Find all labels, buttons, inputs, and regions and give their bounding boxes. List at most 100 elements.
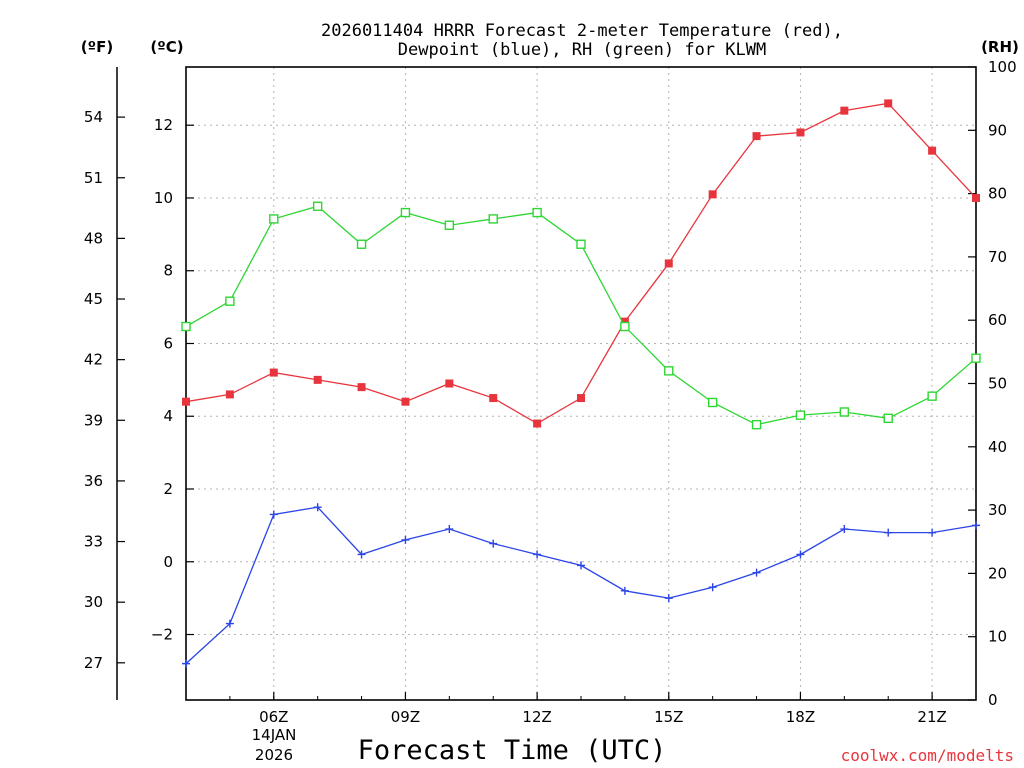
dewpoint-point (269, 510, 278, 519)
rh-point (269, 214, 279, 224)
rh-point (181, 321, 191, 332)
2-meter-temperature-point (182, 397, 190, 406)
rh-point (225, 296, 235, 306)
x-tick-label: 09Z (391, 708, 420, 726)
fahrenheit-unit-label: (ºF) (81, 38, 113, 56)
rh-point (707, 397, 718, 408)
chart-title-line-1: 2026011404 HRRR Forecast 2-meter Tempera… (321, 21, 843, 41)
2-meter-temperature-point (664, 259, 673, 268)
rh-point (664, 366, 674, 376)
celsius-tick-label: 2 (163, 480, 173, 498)
axes: −2 0 2 4 6 8 10 12 27 30 33 36 39 42 45 48 51 54 0 10 20 30 40… (84, 58, 1017, 726)
dewpoint-point (840, 525, 849, 534)
dewpoint-point (972, 521, 980, 530)
fahrenheit-tick-label: 39 (84, 411, 103, 429)
rh-tick-label: 60 (988, 311, 1007, 329)
2-meter-temperature-point (357, 383, 366, 392)
rh-line (185, 205, 977, 426)
fahrenheit-tick-label: 33 (84, 533, 103, 551)
dewpoint-point (357, 550, 366, 559)
celsius-unit-label: (ºC) (150, 38, 183, 56)
series (181, 99, 981, 668)
2-meter-temperature-point (796, 128, 805, 137)
rh-tick-label: 90 (988, 121, 1007, 139)
x-tick-label: 12Z (522, 708, 551, 726)
dewpoint-point (796, 550, 805, 559)
rh-point (400, 207, 411, 218)
date-label-year: 2026 (255, 746, 293, 764)
rh-point (927, 391, 937, 401)
rh-point (751, 419, 762, 430)
2-meter-temperature-point (752, 132, 761, 141)
celsius-tick-label: −2 (151, 626, 173, 644)
x-axis-title: Forecast Time (UTC) (358, 735, 667, 766)
rh-point (620, 321, 630, 332)
date-label-day: 14JAN (252, 726, 297, 744)
2-meter-temperature-point (533, 419, 542, 428)
x-tick-label: 18Z (786, 708, 815, 726)
rh-point (795, 410, 806, 420)
2-meter-temperature-point (225, 390, 234, 399)
rh-tick-label: 70 (988, 248, 1007, 266)
dewpoint-point (708, 583, 717, 592)
dewpoint-point (182, 659, 190, 668)
fahrenheit-tick-label: 51 (84, 169, 103, 187)
2-meter-temperature-point (313, 375, 322, 384)
fahrenheit-tick-label: 27 (84, 654, 103, 672)
2-meter-temperature-point (489, 394, 498, 403)
dewpoint-line (185, 506, 977, 665)
x-tick-label: 06Z (259, 708, 288, 726)
celsius-tick-label: 6 (163, 334, 173, 352)
rh-tick-label: 10 (988, 628, 1007, 646)
dewpoint-point (313, 503, 322, 512)
rh-point (488, 214, 498, 224)
2-meter-temperature-point (445, 379, 454, 388)
rh-tick-label: 0 (988, 691, 998, 709)
chart-title-line-2: Dewpoint (blue), RH (green) for KLWM (398, 40, 766, 60)
rh-point (576, 239, 586, 249)
dewpoint-point (401, 535, 410, 544)
2-meter-temperature-point (269, 368, 278, 377)
fahrenheit-tick-label: 54 (84, 108, 103, 126)
credit-text: coolwx.com/modelts (841, 746, 1014, 765)
rh-tick-label: 40 (988, 438, 1007, 456)
rh-point (971, 353, 981, 363)
celsius-tick-label: 10 (154, 189, 173, 207)
celsius-tick-label: 0 (163, 553, 173, 571)
plot-frame (185, 66, 977, 701)
dewpoint-point (884, 528, 893, 537)
rh-tick-label: 30 (988, 501, 1007, 519)
rh-point (312, 201, 323, 211)
2-meter-temperature-point (401, 397, 410, 406)
2-meter-temperature-line (185, 102, 977, 425)
2-meter-temperature-point (708, 190, 717, 199)
dewpoint-point (489, 539, 498, 548)
celsius-tick-label: 12 (154, 116, 173, 134)
dewpoint-point (664, 594, 673, 603)
rh-point (883, 413, 893, 424)
2-meter-temperature-point (972, 193, 980, 202)
x-tick-label: 21Z (917, 708, 946, 726)
celsius-tick-label: 4 (163, 407, 173, 425)
rh-point (356, 239, 367, 249)
dewpoint-point (577, 561, 585, 570)
rh-unit-label: (RH) (981, 38, 1019, 56)
2-meter-temperature-point (620, 317, 629, 326)
fahrenheit-tick-label: 36 (84, 472, 103, 490)
rh-tick-label: 50 (988, 375, 1007, 393)
rh-point (839, 407, 850, 417)
fahrenheit-tick-label: 45 (84, 290, 103, 308)
rh-point (532, 207, 542, 218)
dewpoint-point (533, 550, 542, 559)
fahrenheit-tick-label: 42 (84, 351, 103, 369)
celsius-tick-label: 8 (163, 262, 173, 280)
2-meter-temperature-point (884, 99, 893, 108)
gridlines (186, 67, 976, 700)
dewpoint-point (752, 568, 761, 577)
dewpoint-point (620, 586, 629, 595)
rh-point (444, 220, 455, 230)
fahrenheit-tick-label: 48 (84, 229, 103, 247)
dewpoint-point (445, 525, 454, 534)
fahrenheit-tick-label: 30 (84, 593, 103, 611)
